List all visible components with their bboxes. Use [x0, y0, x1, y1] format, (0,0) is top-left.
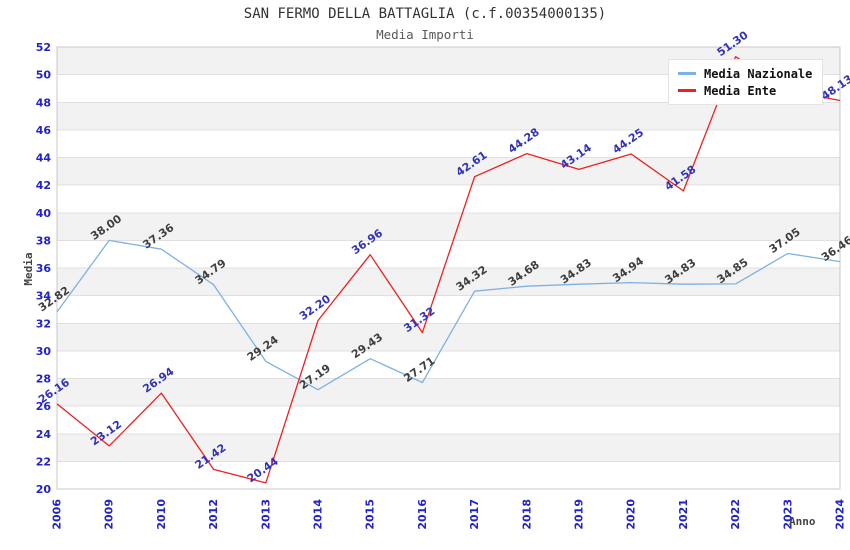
plot-band: [57, 212, 840, 241]
legend-label: Media Ente: [704, 83, 777, 98]
y-tick-label: 40: [36, 207, 52, 220]
y-tick-label: 24: [36, 428, 52, 441]
media-ente-line-swatch-icon: [678, 89, 696, 92]
plot-band: [57, 102, 840, 130]
y-tick-label: 38: [36, 234, 51, 247]
x-tick-label: 2018: [520, 499, 533, 530]
chart-subtitle: Media Importi: [376, 27, 474, 42]
y-tick-label: 30: [36, 345, 52, 358]
y-tick-label: 52: [36, 41, 51, 54]
y-tick-label: 20: [36, 483, 52, 496]
y-tick-label: 36: [36, 262, 52, 275]
x-tick-label: 2014: [312, 499, 325, 530]
plot-band: [57, 157, 840, 186]
y-tick-label: 28: [36, 373, 51, 386]
y-tick-label: 32: [36, 317, 51, 330]
y-tick-label: 22: [36, 455, 51, 468]
x-tick-label: 2012: [207, 499, 220, 530]
x-tick-label: 2016: [416, 499, 429, 530]
plot-band: [57, 378, 840, 407]
x-tick-label: 2023: [781, 499, 794, 530]
x-tick-label: 2019: [573, 499, 586, 530]
y-tick-label: 42: [36, 179, 51, 192]
plot-border: [56, 46, 841, 490]
plot-band: [57, 268, 840, 296]
x-tick-label: 2010: [155, 499, 168, 530]
legend-item-media-ente: Media Ente: [678, 82, 812, 99]
y-tick-label: 44: [36, 152, 52, 165]
y-axis-title: Media: [22, 252, 35, 286]
plot-band: [57, 433, 840, 462]
x-tick-label: 2022: [729, 499, 742, 530]
x-tick-label: 2024: [834, 499, 847, 530]
media-nazionale-line-swatch-icon: [678, 72, 696, 75]
y-tick-label: 34: [36, 290, 52, 303]
series-line-media-ente: [56, 56, 841, 484]
x-tick-label: 2006: [51, 499, 64, 530]
y-tick-label: 26: [36, 400, 52, 413]
y-tick-label: 48: [36, 96, 51, 109]
x-axis-title: Anno: [789, 515, 816, 528]
x-tick-label: 2021: [677, 499, 690, 530]
chart-title: SAN FERMO DELLA BATTAGLIA (c.f.003540001…: [243, 6, 607, 22]
data-label: 48.13: [819, 72, 850, 103]
x-tick-label: 2015: [364, 499, 377, 530]
y-tick-label: 46: [36, 124, 52, 137]
data-label: 44.25: [610, 126, 646, 157]
y-tick-label: 50: [36, 69, 52, 82]
x-tick-label: 2020: [625, 499, 638, 530]
x-tick-label: 2017: [468, 499, 481, 530]
x-tick-label: 2009: [103, 499, 116, 530]
series-line-media-nazionale: [56, 239, 841, 391]
legend-item-media-nazionale: Media Nazionale: [678, 65, 812, 82]
legend-label: Media Nazionale: [704, 66, 813, 81]
legend: Media Nazionale Media Ente: [668, 59, 824, 105]
x-tick-label: 2013: [259, 499, 272, 530]
